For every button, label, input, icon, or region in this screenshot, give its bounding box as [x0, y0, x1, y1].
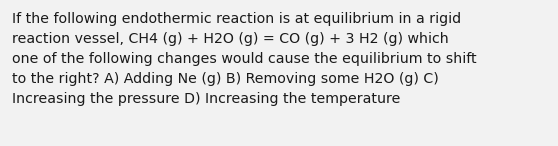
Text: If the following endothermic reaction is at equilibrium in a rigid
reaction vess: If the following endothermic reaction is…: [12, 12, 477, 106]
